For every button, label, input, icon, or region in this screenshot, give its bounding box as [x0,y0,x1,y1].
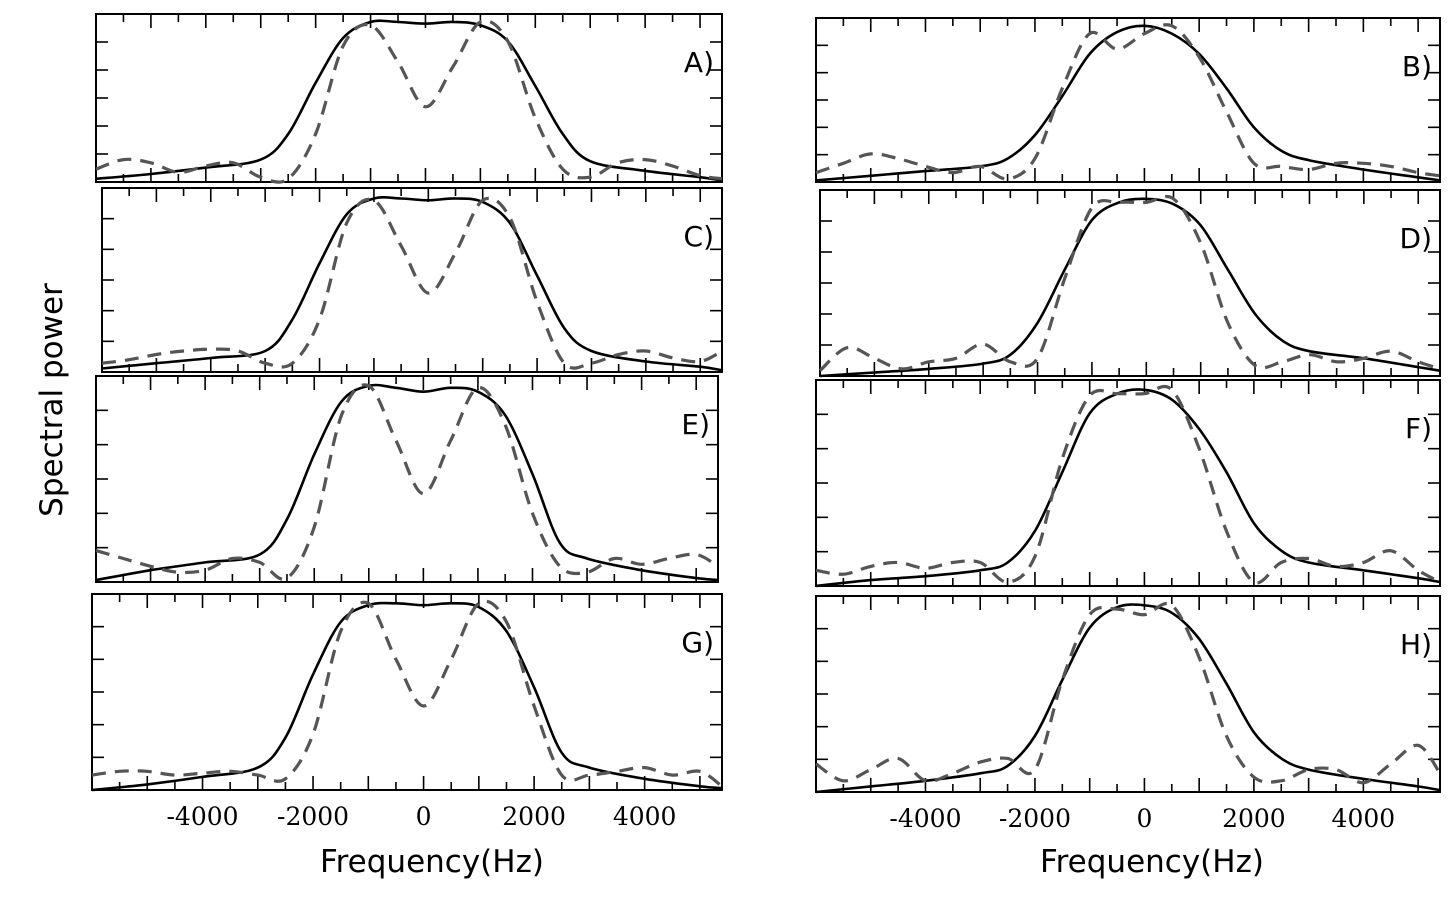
series-solid-line [815,388,1441,588]
panel-a: A) [95,13,723,184]
panels-group: A) B) C) D) E) F) G) H) [91,13,1442,794]
panel-c: C) [101,187,723,373]
x-tick-label: 2000 [502,802,566,831]
panel-label: C) [684,220,714,253]
series-solid-line [815,603,1441,794]
x-tick-label: -2000 [277,802,349,831]
series-solid-line [815,24,1441,182]
x-tick-labels: -4000 -2000 0 2000 4000 -4000 -2000 0 2000 4000 [166,802,1395,833]
x-tick-label: 4000 [613,802,677,831]
series-dashed-line [101,196,723,370]
x-tick-label: -4000 [166,802,238,831]
panel-frame [815,595,1441,793]
series-dashed-line [815,384,1441,585]
series-dashed-line [815,602,1442,785]
panel-f: F) [815,379,1441,588]
panel-h: H) [815,595,1442,794]
panel-label: H) [1400,628,1432,661]
panel-b: B) [815,17,1441,183]
series-dashed-line [91,599,723,788]
series-solid-line [91,601,723,792]
x-tick-label: -2000 [999,804,1071,833]
panel-label: G) [681,626,714,659]
panel-g: G) [91,593,723,792]
series-dashed-line [95,383,719,581]
panel-frame [819,189,1441,377]
panel-label: B) [1402,50,1432,83]
panel-label: D) [1400,222,1432,255]
panel-e: E) [95,375,719,583]
x-axis-label-right: Frequency(Hz) [1040,844,1264,880]
x-tick-label: 2000 [1222,804,1286,833]
panel-label: F) [1405,412,1432,445]
x-tick-label: 4000 [1332,804,1396,833]
x-tick-label: 0 [1136,804,1152,833]
series-dashed-line [95,19,723,184]
series-solid-line [819,197,1441,378]
series-solid-line [95,383,719,582]
series-dashed-line [815,23,1441,181]
panel-frame [95,13,723,183]
panel-frame [91,593,723,791]
panel-label: A) [684,46,714,79]
y-axis-label: Spectral power [34,283,70,517]
panel-frame [95,375,719,583]
panel-d: D) [818,189,1441,378]
panel-frame [815,379,1441,587]
series-solid-line [101,195,723,372]
x-tick-label: -4000 [889,804,961,833]
series-solid-line [95,19,723,182]
panel-frame [815,17,1441,183]
x-tick-label: 0 [416,802,432,831]
series-dashed-line [818,194,1441,372]
x-axis-label-left: Frequency(Hz) [320,844,544,880]
panel-label: E) [681,408,710,441]
panel-frame [101,187,723,373]
